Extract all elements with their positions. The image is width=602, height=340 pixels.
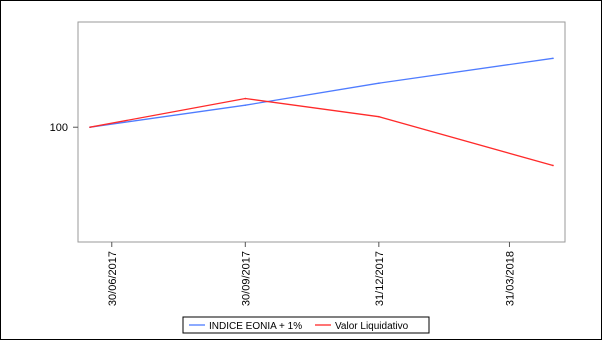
y-axis: 100 <box>50 122 78 134</box>
x-tick-label-1: 30/09/2017 <box>240 251 252 306</box>
x-axis: 30/06/2017 30/09/2017 31/12/2017 31/03/2018 <box>107 242 516 306</box>
legend-label-valor-liquidativo: Valor Liquidativo <box>335 321 409 332</box>
x-tick-label-3: 31/03/2018 <box>504 251 516 306</box>
series-0-point-3 <box>552 57 554 60</box>
x-tick-label-0: 30/06/2017 <box>107 251 119 306</box>
legend-label-indice-eonia: INDICE EONIA + 1% <box>209 321 302 332</box>
legend: INDICE EONIA + 1% Valor Liquidativo <box>182 316 430 334</box>
series-0-point-2 <box>378 82 380 85</box>
x-tick-label-2: 31/12/2017 <box>374 251 386 306</box>
series-1-point-1 <box>244 97 247 100</box>
legend-box <box>182 316 430 334</box>
plot-area <box>77 21 566 243</box>
series-line-0 <box>89 57 554 128</box>
series-1-point-0 <box>89 126 91 129</box>
series-line-1 <box>89 97 554 167</box>
series-1-point-3 <box>552 164 554 167</box>
series-1-point-2 <box>378 115 380 118</box>
series-0-point-1 <box>244 104 247 107</box>
series-group <box>89 57 554 167</box>
y-tick-label-0: 100 <box>50 122 68 134</box>
